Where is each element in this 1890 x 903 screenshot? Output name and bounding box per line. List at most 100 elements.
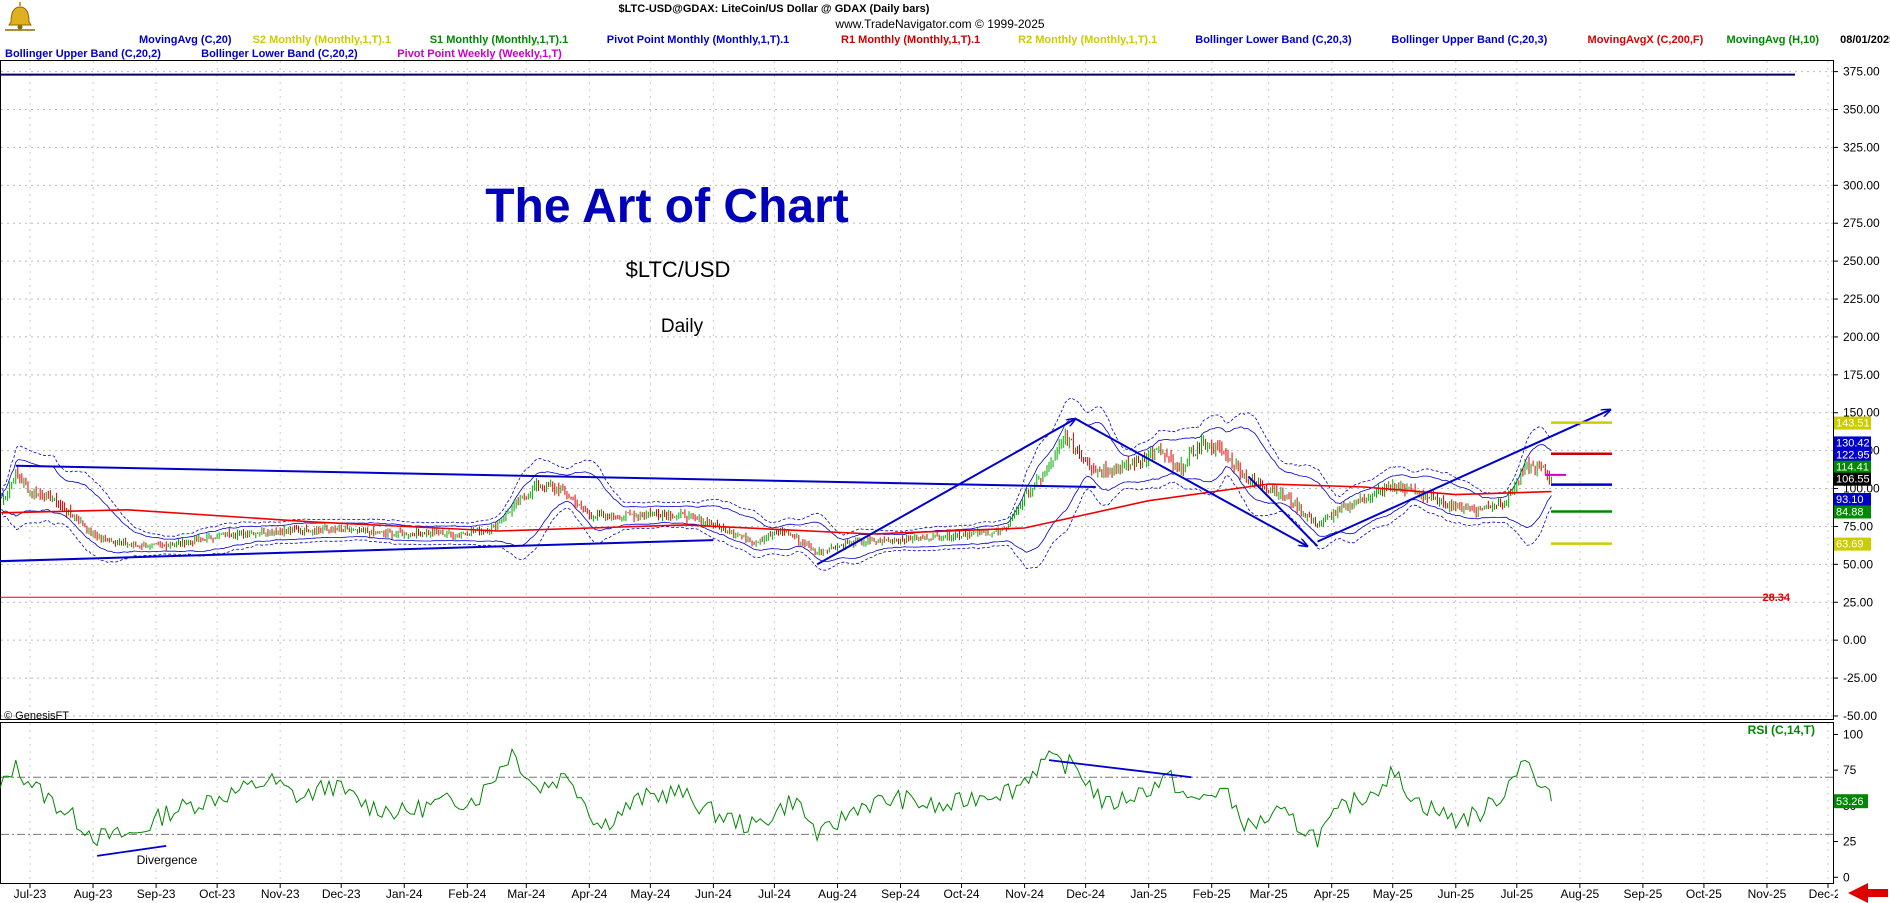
price-marker [1834,436,1871,450]
time-axis-tick-label: Dec-24 [1066,887,1105,901]
price-axis-tick-label: 300.00 [1843,178,1880,192]
time-axis-tick-label: Aug-24 [818,887,857,901]
bollinger-upper-band-3 [1,397,1552,537]
rsi-axis-tick-label: 0 [1843,870,1850,884]
price-marker-label: 143.51 [1836,418,1870,430]
bollinger-lower-band-2 [1,466,1552,562]
price-axis-tick-label: -50.00 [1843,709,1877,723]
rsi-value-marker [1834,794,1868,809]
price-marker [1834,537,1871,551]
time-axis-tick-label: Feb-24 [448,887,486,901]
price-axis-tick-label: 275.00 [1843,216,1880,230]
rsi-trend-line [1048,759,1192,779]
price-marker-label: 106.55 [1836,474,1870,486]
legend-entry: S1 Monthly (Monthly,1,T).1 [430,34,569,46]
price-marker-label: 114.41 [1836,462,1869,474]
time-axis-tick-label: Nov-25 [1748,887,1787,901]
time-axis-tick-label: Dec-23 [322,887,361,901]
time-axis-tick-label: Jul-25 [1500,887,1533,901]
price-trend-line [816,419,1075,566]
time-axis-tick-label: Apr-24 [571,887,607,901]
price-trend-line [1247,475,1319,547]
price-panel-frame [0,60,1834,720]
time-axis-tick-label: Jul-23 [14,887,47,901]
price-axis-tick-label: 375.00 [1843,65,1880,79]
price-axis-tick-label: 175.00 [1843,368,1880,382]
rsi-axis-tick-label: 75 [1843,763,1857,777]
price-marker-label: 63.69 [1836,539,1864,551]
legend-entry: Pivot Point Monthly (Monthly,1,T).1 [607,34,790,46]
left-arrow-icon[interactable] [1838,882,1890,903]
price-layer [0,73,1795,598]
legend-row-1: MovingAvg (C,20) S2 Monthly (Monthly,1,T)… [139,34,1890,46]
time-axis-tick-label: Dec-25 [1809,887,1848,901]
time-axis-tick-label: Mar-25 [1250,887,1288,901]
time-axis-tick-label: May-25 [1373,887,1413,901]
price-marker-label: 122.95 [1836,449,1870,461]
legend-entry: R2 Monthly (Monthly,1,T).1 [1018,34,1157,46]
price-marker [1834,493,1871,507]
rsi-trend-line [96,844,167,857]
price-axis-tick-label: 25.00 [1843,595,1873,609]
price-marker-label: 93.10 [1836,494,1864,506]
price-marker [1834,472,1871,486]
bell-logo-icon [5,2,35,31]
bollinger-lower-band-3 [1,474,1552,571]
rsi-panel-frame [0,722,1834,884]
time-axis-tick-label: Jan-25 [1130,887,1167,901]
time-axis-tick-label: Jan-24 [386,887,423,901]
legend-entry: Bollinger Lower Band (C,20,3) [1195,34,1352,46]
price-marker-label: 84.88 [1836,506,1864,518]
legend-entry: Bollinger Lower Band (C,20,2) [201,48,358,60]
time-axis-tick-label: Jun-25 [1437,887,1474,901]
price-marker [1834,416,1871,430]
price-trend-line [15,464,1096,489]
time-axis-tick-label: Jun-24 [695,887,732,901]
legend-entry: MovingAvg (C,20) [139,34,232,46]
legend-entry: Bollinger Upper Band (C,20,3) [1391,34,1547,46]
price-axis-tick-label: 225.00 [1843,292,1880,306]
price-axis-tick-label: 75.00 [1843,519,1873,533]
time-axis-tick-label: Aug-25 [1561,887,1600,901]
price-axis-tick-label: 200.00 [1843,330,1880,344]
rsi-axis-tick-label: 100 [1843,727,1863,741]
chart-title: The Art of Chart [485,180,849,233]
chart-timeframe: Daily [661,316,704,337]
time-axis-tick-label: Sep-24 [881,887,920,901]
bollinger-upper-band-2 [1,417,1552,541]
time-axis-tick-label: Sep-23 [137,887,176,901]
grid-layer [1,61,1833,883]
price-marker [1834,460,1871,474]
price-marker-label: 130.42 [1836,437,1870,449]
time-axis-tick-label: Jul-24 [758,887,791,901]
chart-subtitle: $LTC/USD [626,257,731,282]
rsi-layer [0,747,1552,857]
price-marker [1834,505,1871,519]
time-axis-tick-label: Mar-24 [507,887,545,901]
rsi-value-marker-label: 53.26 [1836,796,1864,808]
legend-entry: Bollinger Upper Band (C,20,2) [5,48,161,60]
chart-header-copyright: www.TradeNavigator.com © 1999-2025 [834,17,1044,31]
legend-entry: R1 Monthly (Monthly,1,T).1 [841,34,980,46]
time-axis-tick-label: Apr-25 [1314,887,1350,901]
time-axis-tick-label: May-24 [630,887,670,901]
price-axis-tick-label: 325.00 [1843,140,1880,154]
price-axis-tick-label: -25.00 [1843,671,1877,685]
legend-entry: Pivot Point Weekly (Weekly,1,T) [397,48,562,60]
time-axis-tick-label: Nov-24 [1005,887,1044,901]
moving-average-200 [1,483,1552,535]
price-axis-tick-label: 250.00 [1843,254,1880,268]
rsi-line [0,747,1552,848]
legend-entry: MovingAvgX (C,200,F) [1588,34,1704,46]
time-axis-tick-label: Oct-24 [944,887,980,901]
time-axis-tick-label: Sep-25 [1624,887,1663,901]
price-axis-tick-label: 0.00 [1843,633,1867,647]
legend-row-2: Bollinger Upper Band (C,20,2) Bollinger L… [5,48,562,60]
time-axis-tick-label: Aug-23 [74,887,113,901]
legend-entry: S2 Monthly (Monthly,1,T).1 [253,34,392,46]
price-axis-tick-label: 350.00 [1843,103,1880,117]
genesis-watermark: © GenesisFT [4,710,69,722]
price-marker [1834,448,1871,462]
price-axis-tick-label: 150.00 [1843,406,1880,420]
